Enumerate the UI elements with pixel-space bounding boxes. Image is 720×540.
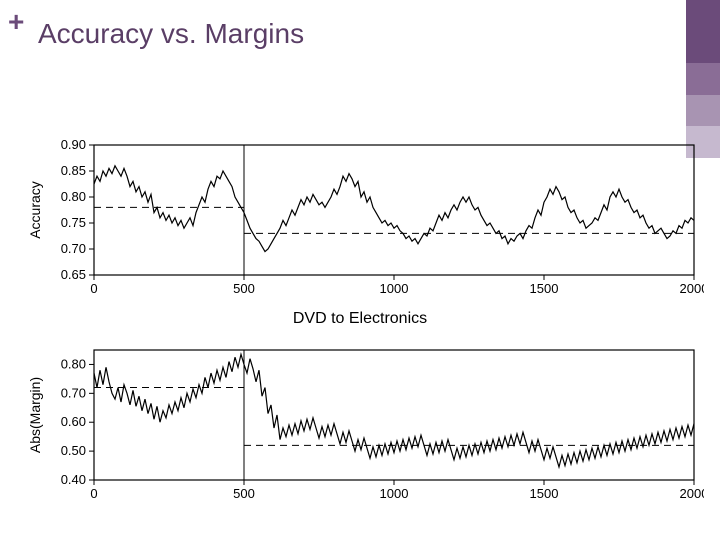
- svg-text:0.40: 0.40: [61, 472, 86, 487]
- svg-text:Accuracy: Accuracy: [27, 181, 43, 239]
- svg-text:1000: 1000: [380, 281, 409, 296]
- svg-text:0.85: 0.85: [61, 163, 86, 178]
- margin-chart: 0.40 0.50 0.60 0.70 0.80 0 500 1000 1500 2000 Abs(…: [24, 345, 704, 510]
- accuracy-chart: 0.65 0.70 0.75 0.80 0.85 0.90 0 500 1000 1500 2000…: [24, 140, 704, 305]
- svg-text:500: 500: [233, 486, 255, 501]
- svg-text:0: 0: [90, 281, 97, 296]
- chart-caption: DVD to Electronics: [0, 310, 720, 328]
- svg-text:0.70: 0.70: [61, 241, 86, 256]
- accent-seg-1: [686, 0, 720, 63]
- plus-decoration: +: [8, 6, 24, 38]
- accent-seg-3: [686, 95, 720, 127]
- svg-text:1000: 1000: [380, 486, 409, 501]
- svg-text:0.70: 0.70: [61, 385, 86, 400]
- svg-text:0.50: 0.50: [61, 443, 86, 458]
- svg-text:1500: 1500: [530, 281, 559, 296]
- svg-text:Abs(Margin): Abs(Margin): [27, 377, 43, 453]
- svg-text:0.80: 0.80: [61, 189, 86, 204]
- accent-bar: [686, 0, 720, 158]
- svg-text:0.60: 0.60: [61, 414, 86, 429]
- accent-seg-2: [686, 63, 720, 95]
- svg-text:0.90: 0.90: [61, 140, 86, 152]
- slide-title: Accuracy vs. Margins: [38, 18, 304, 50]
- svg-text:1500: 1500: [530, 486, 559, 501]
- svg-text:0.65: 0.65: [61, 267, 86, 282]
- svg-text:2000: 2000: [680, 281, 704, 296]
- svg-text:2000: 2000: [680, 486, 704, 501]
- svg-text:0: 0: [90, 486, 97, 501]
- svg-text:0.75: 0.75: [61, 215, 86, 230]
- svg-text:500: 500: [233, 281, 255, 296]
- svg-text:0.80: 0.80: [61, 356, 86, 371]
